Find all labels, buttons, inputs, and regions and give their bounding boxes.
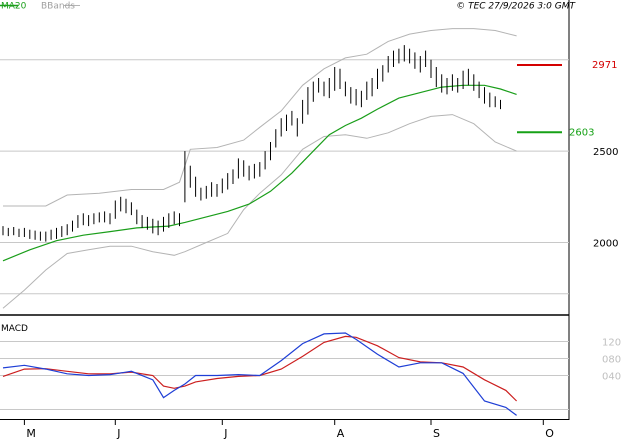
lower-band [2, 114, 517, 309]
macd-tick-label: 120 [602, 338, 621, 349]
month-label: O [545, 427, 554, 440]
month-label: J [223, 427, 227, 440]
upper-band [3, 28, 517, 207]
signal-line [2, 335, 518, 402]
macd-lines [2, 332, 518, 416]
macd-tick-label: 040 [602, 372, 621, 383]
macd-line [2, 332, 517, 416]
price-gridlines [0, 59, 569, 295]
macd-title: MACD [1, 324, 28, 334]
price-tick-label: 2000 [593, 239, 618, 250]
price-tick-label: 2500 [593, 147, 618, 158]
month-label: A [337, 427, 345, 440]
month-label: M [26, 427, 36, 440]
ma20-line [2, 84, 517, 262]
month-label: S [433, 427, 440, 440]
bbands-legend-label: BBands [41, 2, 75, 12]
support-resistance-levels: 2971 2603 [517, 60, 617, 138]
bollinger-bands [2, 28, 517, 309]
copyright-text: © TEC 27/9/2026 3:0 GMT [456, 2, 576, 12]
legend: MA20 BBands © TEC 27/9/2026 3:0 GMT [0, 2, 577, 12]
macd-tick-label: 080 [602, 355, 621, 366]
resistance-label: 2971 [592, 60, 617, 71]
ma20-legend-label: MA20 [1, 2, 27, 12]
panel-frames [0, 0, 570, 420]
month-label: J [116, 427, 120, 440]
price-axis-ticks: 2500 2000 [593, 147, 618, 249]
price-bars [2, 45, 501, 242]
support-label: 2603 [569, 127, 594, 138]
macd-axis-ticks: 120 080 040 [602, 338, 621, 383]
ma20-polyline [2, 84, 517, 262]
